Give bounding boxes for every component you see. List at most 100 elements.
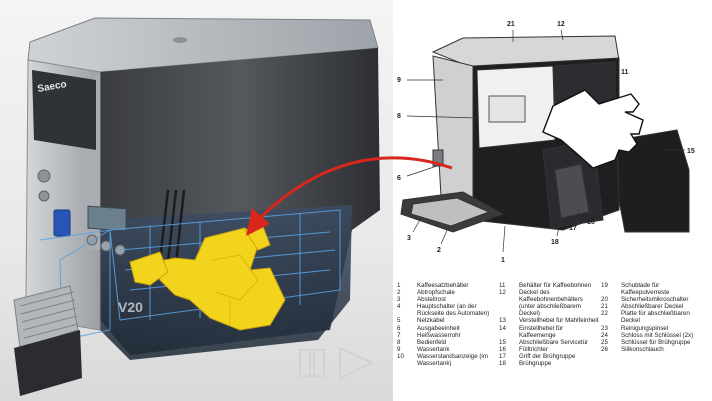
legend-item-text: Griff der Brühgruppe — [519, 352, 576, 360]
legend-item: 6 Ausgabeeinheit — [397, 325, 497, 332]
callout-6: 6 — [397, 175, 401, 182]
legend-item: 23 Reinigungspinsel — [601, 325, 709, 332]
legend-item-text: Behälter für Kaffeebohnen — [519, 282, 592, 289]
legend-item-number: 17 — [499, 352, 506, 360]
callout-2: 2 — [437, 247, 441, 254]
legend-item-number: 1 — [397, 282, 401, 289]
media-controls[interactable] — [299, 346, 375, 380]
legend-item: 15 Abschließbare Servicetür — [499, 339, 599, 346]
pause-icon[interactable] — [299, 349, 311, 377]
lid-knob — [173, 37, 187, 43]
legend-item: 26 Silikonschlauch — [601, 346, 709, 353]
legend-item-number: 19 — [601, 282, 608, 289]
legend-item-number: 6 — [397, 324, 401, 332]
legend-item-text: Verstellhebel für Mahlfeinheit — [519, 317, 599, 325]
legend-item: 13 Verstellhebel für Mahlfeinheit — [499, 317, 599, 324]
legend-item-text: Abschließbare Servicetür — [519, 338, 589, 346]
legend-item-text: Abschließbarer Deckel — [621, 303, 684, 311]
legend-item: 14 Einstellhebel für Kaffeemenge — [499, 325, 599, 339]
legend-item: 22 Platte für abschließbaren Deckel — [601, 310, 709, 324]
legend-item-number: 3 — [397, 296, 401, 304]
legend-item-number: 12 — [499, 289, 506, 297]
legend-item-text: Ausgabeeinheit — [417, 324, 460, 332]
legend-item: 16 Fülltrichter — [499, 346, 599, 353]
front-dark-panel — [32, 70, 96, 150]
legend-item: 10 Wasserstandsanzeige (im Wassertank) — [397, 353, 497, 367]
callout-1: 1 — [501, 257, 505, 264]
legend-item-text: Wassertank — [417, 345, 450, 353]
drip-tray — [13, 285, 79, 349]
legend-item-text: Bedienfeld — [417, 338, 447, 346]
legend-item-number: 13 — [499, 317, 506, 325]
blue-panel — [53, 209, 71, 237]
legend-item: 25 Schlüssel für Brühgruppe — [601, 339, 709, 346]
legend-item: 19 Schublade für Kaffeepulverreste — [601, 282, 709, 296]
control-button-1 — [86, 234, 98, 246]
callout-17: 17 — [569, 225, 577, 232]
legend-item-number: 2 — [397, 289, 401, 297]
play-icon[interactable] — [339, 346, 375, 380]
legend-item-text: Einstellhebel für Kaffeemenge — [519, 324, 564, 339]
legend-item-text: Silikonschlauch — [621, 345, 664, 353]
machine-photo: V20 Saeco — [0, 0, 393, 401]
legend-item: 11 Behälter für Kaffeebohnen — [499, 282, 599, 289]
legend-item: 8 Bedienfeld — [397, 339, 497, 346]
legend-item: 4 Hauptschalter (an der Rückseite des Aut… — [397, 303, 497, 317]
callout-21: 21 — [507, 21, 515, 28]
legend-item-text: Wasserstandsanzeige (im Wassertank) — [417, 352, 488, 368]
legend-item-number: 22 — [601, 310, 608, 318]
callout-11: 11 — [621, 69, 629, 76]
legend-item: 24 Schloss mit Schlüssel (2x) — [601, 332, 709, 339]
legend-item-number: 18 — [499, 360, 506, 368]
legend-item-text: Deckel des Kaffeebohnenbehälters (unter … — [519, 289, 583, 318]
control-knob-1 — [37, 169, 51, 183]
callout-16: 16 — [587, 219, 595, 226]
legend-item-text: Brühgruppe — [519, 360, 552, 368]
legend-item-text: Reinigungspinsel — [621, 324, 669, 332]
model-label: V20 — [118, 299, 143, 315]
legend-item: 21 Abschließbarer Deckel — [601, 303, 709, 310]
legend-item-text: Platte für abschließbaren Deckel — [621, 310, 690, 325]
legend-item-number: 11 — [499, 282, 506, 289]
legend-item: 20 Sicherheitsmikroschalter — [601, 296, 709, 303]
legend-item-text: Sicherheitsmikroschalter — [621, 296, 689, 304]
legend-item: 3 Abstellrost — [397, 296, 497, 303]
brew-group-highlight — [129, 223, 286, 331]
legend-item-number: 8 — [397, 338, 401, 346]
brew-group-outline — [211, 254, 259, 325]
legend-item: 7 Heißwasserrohr — [397, 332, 497, 339]
legend-item-number: 24 — [601, 331, 608, 339]
legend-item-number: 26 — [601, 345, 608, 353]
legend-item-text: Abstellrost — [417, 296, 446, 304]
technical-diagram: 21 12 9 11 8 6 15 3 2 1 18 17 16 1 Kaffee… — [393, 0, 712, 401]
legend-item-number: 14 — [499, 324, 506, 332]
callout-3: 3 — [407, 235, 411, 242]
legend-item-text: Hauptschalter (an der Rückseite des Auto… — [417, 303, 490, 318]
legend-item-text: Fülltrichter — [519, 345, 548, 353]
legend-item-number: 23 — [601, 324, 608, 332]
legend-item-text: Schublade für Kaffeepulverreste — [621, 282, 670, 297]
legend-item: 1 Kaffeesatzbehälter — [397, 282, 497, 289]
legend-item-number: 15 — [499, 338, 506, 346]
legend-item-number: 5 — [397, 317, 401, 325]
diagram-service-door — [616, 129, 690, 233]
legend-item-text: Kaffeesatzbehälter — [417, 282, 469, 289]
legend-item-number: 10 — [397, 352, 404, 360]
callout-8: 8 — [397, 113, 401, 120]
legend-item: 12 Deckel des Kaffeebohnenbehälters (unte… — [499, 289, 599, 317]
callout-9: 9 — [397, 77, 401, 84]
legend-column-3: 19 Schublade für Kaffeepulverreste 20 Siche… — [601, 282, 709, 353]
legend-item-text: Netzkabel — [417, 317, 445, 325]
legend-item-text: Schlüssel für Brühgruppe — [621, 338, 691, 346]
legend-item-number: 16 — [499, 345, 506, 353]
legend-item: 5 Netzkabel — [397, 317, 497, 324]
legend-item: 18 Brühgruppe — [499, 360, 599, 367]
legend-item-text: Schloss mit Schlüssel (2x) — [621, 331, 694, 339]
legend-item: 9 Wassertank — [397, 346, 497, 353]
legend-item: 17 Griff der Brühgruppe — [499, 353, 599, 360]
legend-item-number: 7 — [397, 331, 401, 339]
legend-item-number: 25 — [601, 338, 608, 346]
legend-item: 2 Abtropfschale — [397, 289, 497, 296]
legend-item-text: Heißwasserrohr — [417, 331, 461, 339]
drip-grate — [19, 291, 79, 339]
